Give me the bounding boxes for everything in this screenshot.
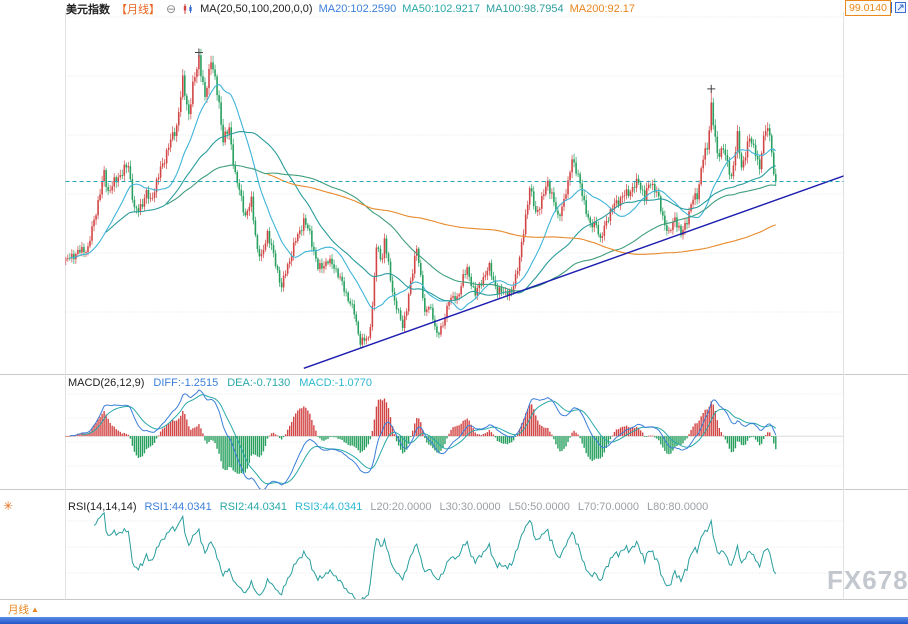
watermark-logo: FX678 <box>827 565 908 595</box>
rsi-l80-label: L80:80.0000 <box>647 501 709 513</box>
period-selector-label: 月线 <box>8 604 29 616</box>
rsi2-value: RSI2:44.0341 <box>219 501 288 513</box>
macd-settings-label: MACD(26,12,9) <box>68 377 145 389</box>
chart-type-icon[interactable] <box>182 3 194 15</box>
macd-header: MACD(26,12,9) DIFF:-1.2515 DEA:-0.7130 M… <box>68 377 372 389</box>
rsi-l70-label: L70:70.0000 <box>577 501 640 513</box>
macd-dea-value: DEA:-0.7130 <box>227 377 291 389</box>
ma-settings-label: MA(20,50,100,200,0,0) <box>200 3 313 15</box>
ma50-value: MA50:102.9217 <box>402 3 480 15</box>
expand-icon[interactable] <box>895 2 906 13</box>
rsi-l30-label: L30:30.0000 <box>439 501 501 513</box>
bottom-scrollbar[interactable] <box>0 617 908 624</box>
rsi3-value: RSI3:44.0341 <box>295 501 363 513</box>
rsi-l20-label: L20:20.0000 <box>370 501 432 513</box>
rsi-header: RSI(14,14,14) RSI1:44.0341 RSI2:44.0341 … <box>68 501 708 513</box>
ma200-value: MA200:92.17 <box>569 3 636 15</box>
rsi-l50-label: L50:50.0000 <box>508 501 570 513</box>
indicator-settings-icon[interactable]: ✳ <box>3 499 14 513</box>
rsi1-value: RSI1:44.0341 <box>144 501 212 513</box>
period-tag: 【月线】 <box>116 4 160 16</box>
period-selector[interactable]: 月线 ▲ <box>8 602 39 617</box>
macd-diff-value: DIFF:-1.2515 <box>153 377 219 389</box>
ma100-value: MA100:98.7954 <box>485 3 564 15</box>
last-price-badge: 99.0140 <box>845 0 891 16</box>
rsi-settings-label: RSI(14,14,14) <box>68 501 137 513</box>
triangle-up-icon: ▲ <box>31 605 39 614</box>
instrument-title: 美元指数 <box>66 4 110 16</box>
ma20-value: MA20:102.2590 <box>318 3 397 15</box>
collapse-icon[interactable]: ⊖ <box>166 2 177 16</box>
main-chart-header: 美元指数 【月线】 ⊖ MA(20,50,100,200,0,0) MA20:1… <box>66 1 635 17</box>
macd-hist-value: MACD:-1.0770 <box>299 377 372 389</box>
